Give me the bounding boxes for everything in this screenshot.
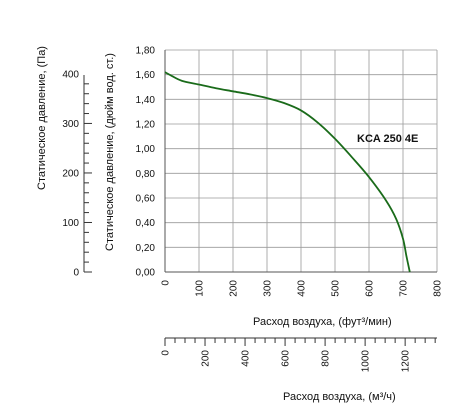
- y-tick-label-pa: 0: [73, 268, 79, 279]
- y-tick-label-inches: 0,80: [136, 169, 156, 180]
- chart-annotation: KCA 250 4E: [357, 133, 418, 145]
- x-tick-label-cfm: 700: [399, 280, 410, 297]
- x-tick-label-cfm: 100: [195, 280, 206, 297]
- x-tick-label-m3h: 0: [161, 350, 172, 356]
- y-axis-pa-title: Статическое давление, (Па): [36, 46, 48, 190]
- x-tick-label-m3h: 1000: [361, 350, 372, 373]
- y-tick-label-inches: 1,80: [136, 46, 156, 57]
- y-tick-label-inches: 1,20: [136, 120, 156, 131]
- x-tick-label-cfm: 300: [263, 280, 274, 297]
- series: [164, 71, 411, 273]
- series-line-kca-250-4e: [164, 71, 411, 273]
- y-tick-label-pa: 300: [62, 119, 79, 130]
- y-axis-inches-title: Статическое давление, (дюйм вод. ст.): [104, 53, 116, 251]
- x-tick-label-cfm: 200: [229, 280, 240, 297]
- x-tick-label-m3h: 1200: [401, 350, 412, 373]
- x-tick-label-cfm: 800: [433, 280, 444, 297]
- x-tick-label-m3h: 800: [321, 350, 332, 367]
- x-axis-top-title: Расход воздуха, (фут³/мин): [253, 316, 392, 328]
- y-tick-label-inches: 1,60: [136, 70, 156, 81]
- axes: 0,00 0,20 0,40 0,60 0,80 1,00 1,20 1,40 1,60 1,80…: [62, 46, 443, 373]
- x-tick-label-cfm: 400: [297, 280, 308, 297]
- x-tick-label-m3h: 600: [281, 350, 292, 367]
- x-tick-label-m3h: 200: [201, 350, 212, 367]
- x-tick-label-cfm: 600: [365, 280, 376, 297]
- y-tick-label-inches: 1,00: [136, 144, 156, 155]
- y-tick-label-pa: 200: [62, 168, 79, 179]
- y-tick-label-pa: 100: [62, 218, 79, 229]
- y-tick-label-inches: 0,60: [136, 194, 156, 205]
- y-tick-label-inches: 0,00: [136, 268, 156, 279]
- y-tick-label-pa: 400: [62, 69, 79, 80]
- x-tick-label-m3h: 400: [241, 350, 252, 367]
- y-tick-label-inches: 1,40: [136, 95, 156, 106]
- y-tick-label-inches: 0,20: [136, 243, 156, 254]
- x-axis-bottom-title: Расход воздуха, (м³/ч): [283, 391, 396, 403]
- y-tick-label-inches: 0,40: [136, 218, 156, 229]
- x-tick-label-cfm: 500: [331, 280, 342, 297]
- x-tick-label-cfm: 0: [161, 280, 172, 286]
